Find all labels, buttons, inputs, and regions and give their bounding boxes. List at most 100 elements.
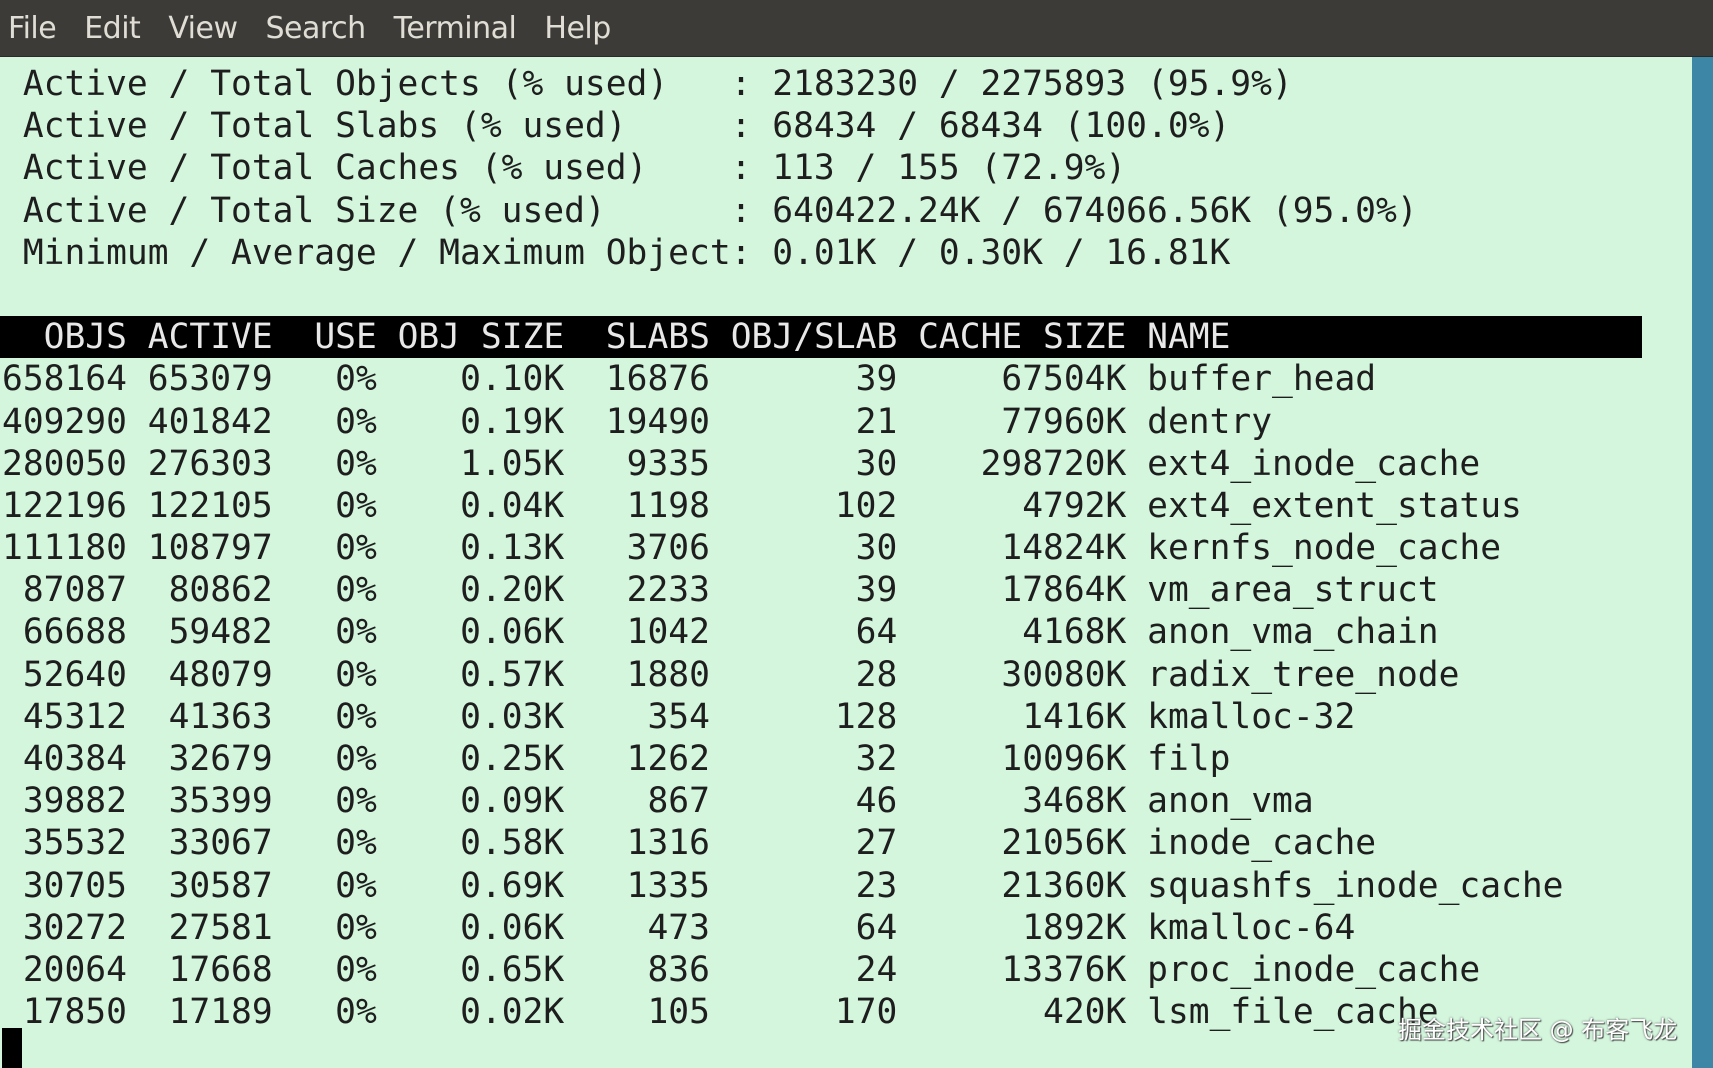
column-header: USE: [293, 317, 377, 358]
table-cell: 41363: [147, 696, 273, 737]
table-row: 52640 48079 0% 0.57K 1880 28 30080K radi…: [2, 654, 1690, 696]
menu-edit[interactable]: Edit: [84, 10, 141, 46]
table-cell: 35532: [2, 823, 127, 864]
table-cell: 87087: [2, 570, 127, 611]
table-cell: 0%: [293, 823, 377, 864]
table-cell: kmalloc-32: [1147, 696, 1356, 737]
table-cell: 111180: [2, 528, 127, 569]
column-header: ACTIVE: [147, 317, 273, 358]
table-cell: 4792K: [918, 485, 1127, 526]
table-cell: 45312: [2, 696, 127, 737]
table-cell: 0.13K: [397, 528, 565, 569]
table-cell: 0%: [293, 781, 377, 822]
column-header: NAME: [1147, 317, 1231, 358]
table-cell: 30705: [2, 865, 127, 906]
table-row: 30705 30587 0% 0.69K 1335 23 21360K squa…: [2, 865, 1690, 907]
stat-value: 68434 / 68434 (100.0%): [772, 106, 1231, 147]
table-cell: 0.03K: [397, 696, 565, 737]
table-cell: inode_cache: [1147, 823, 1377, 864]
menu-view[interactable]: View: [168, 10, 238, 46]
table-cell: 66688: [2, 612, 127, 653]
table-cell: 867: [584, 781, 710, 822]
column-header: OBJ SIZE: [397, 317, 565, 358]
table-cell: 0%: [293, 865, 377, 906]
table-cell: 0.09K: [397, 781, 565, 822]
menu-search[interactable]: Search: [265, 10, 367, 46]
table-cell: 30: [730, 528, 898, 569]
table-cell: 64: [730, 612, 898, 653]
table-cell: 28: [730, 654, 898, 695]
table-cell: anon_vma_chain: [1147, 612, 1439, 653]
table-cell: 64: [730, 907, 898, 948]
table-cell: dentry: [1147, 401, 1273, 442]
table-row: 87087 80862 0% 0.20K 2233 39 17864K vm_a…: [2, 569, 1690, 611]
table-row: 20064 17668 0% 0.65K 836 24 13376K proc_…: [2, 949, 1690, 991]
table-cell: 1892K: [918, 907, 1127, 948]
column-header: CACHE SIZE: [918, 317, 1127, 358]
table-cell: 0.02K: [397, 992, 565, 1033]
table-row: 409290 401842 0% 0.19K 19490 21 77960K d…: [2, 401, 1690, 443]
table-cell: 0%: [293, 907, 377, 948]
table-cell: 1042: [584, 612, 710, 653]
table-cell: 80862: [147, 570, 273, 611]
stat-label: Active / Total Slabs (% used): [22, 106, 731, 147]
table-cell: 1416K: [918, 696, 1127, 737]
table-cell: proc_inode_cache: [1147, 949, 1481, 990]
table-cell: 473: [584, 907, 710, 948]
text-cursor: [2, 1028, 22, 1068]
table-cell: 1316: [584, 823, 710, 864]
table-cell: ext4_extent_status: [1147, 485, 1522, 526]
table-cell: 39882: [2, 781, 127, 822]
terminal-output[interactable]: Active / Total Objects (% used) : 218323…: [0, 63, 1690, 1033]
table-cell: 658164: [2, 359, 127, 400]
table-cell: 39: [730, 570, 898, 611]
stat-line: Active / Total Slabs (% used) : 68434 / …: [22, 106, 1231, 147]
table-cell: 32679: [147, 739, 273, 779]
table-cell: 0.58K: [397, 823, 565, 864]
table-cell: 0%: [293, 696, 377, 737]
stat-line: Minimum / Average / Maximum Object: 0.01…: [22, 232, 1231, 273]
table-cell: 35399: [147, 781, 273, 822]
scrollbar[interactable]: [1692, 57, 1713, 1068]
table-cell: 23: [730, 865, 898, 906]
table-cell: 3706: [584, 528, 710, 569]
table-cell: kernfs_node_cache: [1147, 528, 1502, 569]
table-cell: 0.57K: [397, 654, 565, 695]
table-cell: 10096K: [918, 739, 1127, 779]
table-cell: 19490: [584, 401, 710, 442]
table-cell: 17668: [147, 949, 273, 990]
table-cell: lsm_file_cache: [1147, 992, 1439, 1033]
table-cell: 0.06K: [397, 612, 565, 653]
table-cell: 0.06K: [397, 907, 565, 948]
table-cell: 0.65K: [397, 949, 565, 990]
stat-line: Active / Total Size (% used) : 640422.24…: [22, 190, 1418, 231]
menu-help[interactable]: Help: [544, 10, 611, 46]
table-cell: 105: [584, 992, 710, 1033]
table-cell: 0%: [293, 359, 377, 400]
table-cell: 20064: [2, 949, 127, 990]
table-cell: 77960K: [918, 401, 1127, 442]
table-cell: 16876: [584, 359, 710, 400]
table-cell: 46: [730, 781, 898, 822]
stat-value: 0.01K / 0.30K / 16.81K: [772, 232, 1231, 273]
column-header: OBJ/SLAB: [730, 317, 898, 358]
menu-file[interactable]: File: [8, 10, 57, 46]
table-cell: 52640: [2, 654, 127, 695]
table-row: 280050 276303 0% 1.05K 9335 30 298720K e…: [2, 443, 1690, 485]
table-cell: 27581: [147, 907, 273, 948]
table-header: OBJS ACTIVE USE OBJ SIZE SLABS OBJ/SLAB …: [0, 316, 1642, 359]
table-cell: 0%: [293, 570, 377, 611]
stat-label: Minimum / Average / Maximum Object: [22, 232, 731, 273]
menu-terminal[interactable]: Terminal: [393, 10, 517, 46]
table-cell: 13376K: [918, 949, 1127, 990]
table-cell: 40384: [2, 739, 127, 779]
table-cell: 0%: [293, 443, 377, 484]
table-cell: 17189: [147, 992, 273, 1033]
table-cell: 0%: [293, 739, 377, 779]
table-cell: 0.10K: [397, 359, 565, 400]
table-row: 122196 122105 0% 0.04K 1198 102 4792K ex…: [2, 485, 1690, 527]
table-cell: 14824K: [918, 528, 1127, 569]
table-cell: 32: [730, 739, 898, 779]
table-row: 30272 27581 0% 0.06K 473 64 1892K kmallo…: [2, 907, 1690, 949]
watermark: 掘金技术社区 @ 布客飞龙: [1398, 1016, 1678, 1044]
